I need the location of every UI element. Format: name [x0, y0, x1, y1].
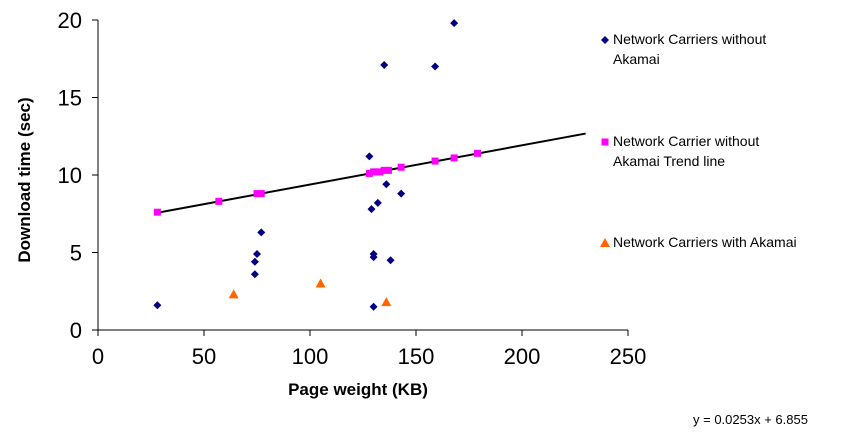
data-point: [315, 278, 326, 288]
trendline-equation: y = 0.0253x + 6.855: [693, 412, 808, 427]
x-tick-label: 0: [92, 344, 104, 369]
y-tick-label: 15: [58, 86, 82, 111]
legend-entry: Network Carriers without Akamai: [601, 31, 766, 67]
data-point: [153, 208, 161, 216]
x-tick-label: 200: [504, 344, 541, 369]
data-point: [431, 62, 440, 71]
data-point: [369, 302, 378, 311]
data-point: [365, 169, 373, 177]
data-point: [397, 163, 405, 171]
data-point: [228, 289, 239, 299]
legend-label: Network Carriers with Akamai: [613, 234, 797, 250]
axes: [92, 19, 629, 336]
legend-entry: Network Carriers with Akamai: [600, 234, 797, 250]
legend-label: Network Carrier without: [613, 133, 759, 149]
data-point: [215, 197, 223, 205]
data-point: [369, 253, 378, 262]
data-point: [380, 166, 388, 174]
data-point: [372, 168, 380, 176]
data-point: [397, 189, 406, 198]
y-tick-label: 0: [70, 318, 82, 343]
data-point: [367, 205, 376, 214]
legend-marker: [601, 36, 609, 44]
x-tick-label: 150: [398, 344, 435, 369]
data-point: [431, 157, 439, 165]
data-point: [257, 228, 266, 237]
y-tick-label: 20: [58, 8, 82, 33]
data-point: [473, 149, 481, 157]
data-point: [257, 190, 265, 198]
data-point: [384, 166, 392, 174]
y-axis-label: Download time (sec): [15, 97, 34, 262]
x-axis-label: Page weight (KB): [288, 380, 428, 399]
legend-label: Network Carriers without: [613, 31, 766, 47]
legend-label: Akamai: [613, 51, 660, 67]
x-tick-label: 100: [292, 344, 329, 369]
legend-entry: Network Carrier without Akamai Trend line: [601, 133, 759, 169]
plot-area: [153, 19, 586, 311]
data-point: [386, 256, 395, 265]
data-point: [365, 152, 374, 161]
series-diamond: [153, 19, 459, 311]
data-point: [450, 154, 458, 162]
x-tick-label: 50: [192, 344, 216, 369]
series-square: [153, 149, 481, 216]
y-tick-label: 5: [70, 241, 82, 266]
legend-label: Akamai Trend line: [613, 153, 725, 169]
data-point: [382, 180, 391, 189]
data-point: [250, 257, 259, 266]
legend-marker: [601, 138, 609, 146]
data-point: [381, 297, 392, 307]
legend-marker: [600, 238, 610, 247]
series-triangle: [228, 278, 392, 307]
data-point: [380, 60, 389, 69]
data-point: [373, 198, 382, 207]
data-point: [250, 270, 259, 279]
data-point: [153, 301, 162, 310]
data-point: [253, 190, 261, 198]
data-point: [253, 250, 261, 259]
data-point: [450, 19, 459, 28]
x-tick-label: 250: [610, 344, 647, 369]
data-point: [376, 168, 384, 176]
y-tick-label: 10: [58, 163, 82, 188]
